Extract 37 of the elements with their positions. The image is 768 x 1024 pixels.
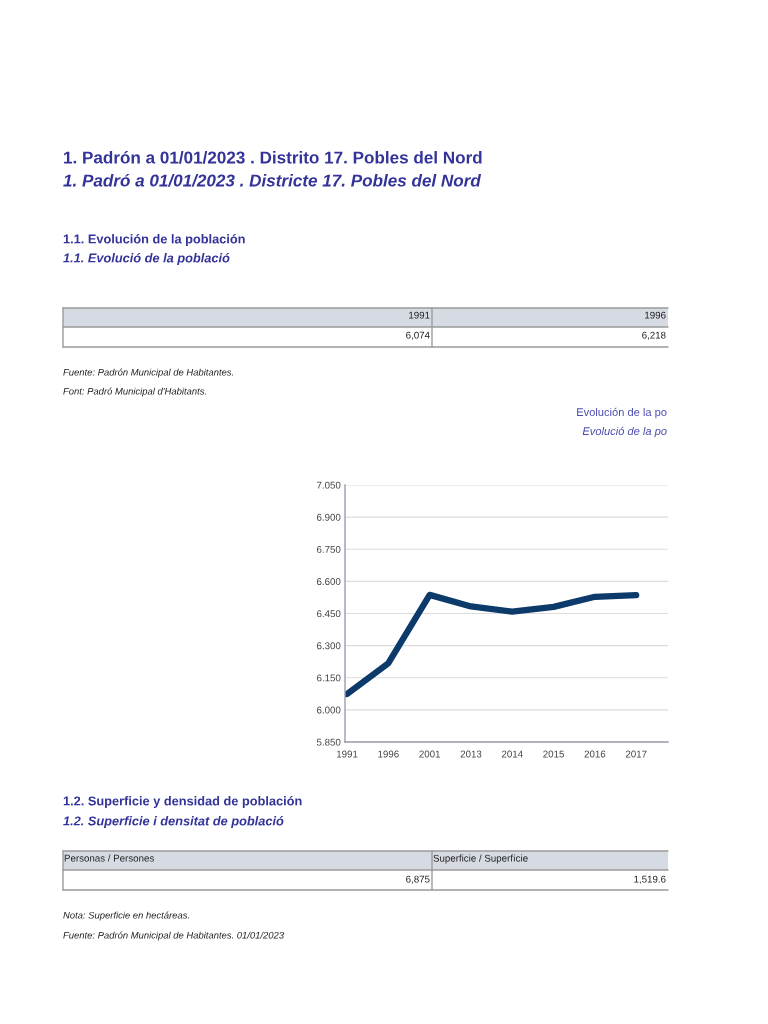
y-tick-label: 6.600: [317, 578, 341, 585]
y-tick-label: 5.850: [316, 738, 341, 746]
y-tick-label: 6.450: [317, 610, 341, 618]
text: 1.2. Superficie i densitat de població: [63, 815, 284, 829]
x-tick-label: 1991: [336, 750, 358, 758]
source-note: Fuente: Padrón Municipal de Habitantes. 01/01/2023: [63, 931, 284, 941]
x-tick-label: 2013: [460, 750, 482, 758]
text: Font: Padró Municipal d'Habitants.: [63, 387, 206, 397]
text: 1.2. Superficie y densidad de población: [63, 795, 302, 809]
text: Superficie / Superfície: [433, 854, 528, 864]
x-tick-label: 2017: [625, 750, 647, 758]
text: Personas / Persones: [64, 854, 154, 862]
x-tick-label: 2001: [419, 750, 441, 758]
chart-subtitle: Evolució de la po: [582, 426, 667, 438]
text: 1. Padró a 01/01/2023 . Districte 17. Pobles del Nord: [63, 173, 482, 187]
text: 1.1. Evolución de la población: [63, 233, 245, 247]
text: 6,074: [406, 331, 430, 340]
x-tick-label: 2014: [501, 750, 523, 758]
text: 1.1. Evolució de la població: [63, 252, 230, 266]
chart-title: Evolución de la po: [577, 407, 667, 419]
text: 1,519.6: [634, 875, 666, 884]
text: 6,875: [406, 875, 430, 884]
x-tick-label: 1996: [378, 750, 399, 758]
text: 6,218: [642, 331, 666, 340]
y-tick-label: 6.300: [317, 642, 341, 650]
text: 1991: [409, 311, 430, 319]
text: Nota: Superficie en hectáreas.: [63, 911, 189, 921]
y-tick-label: 7.050: [317, 481, 341, 489]
x-tick-label: 2015: [543, 750, 564, 758]
text: 1996: [645, 311, 666, 319]
y-tick-label: 6.000: [317, 706, 341, 714]
y-tick-label: 6.900: [317, 513, 341, 521]
y-tick-label: 6.750: [317, 545, 341, 553]
text: 1. Padrón a 01/01/2023 . Distrito 17. Pobles del Nord: [64, 150, 482, 164]
source-note: Fuente: Padrón Municipal de Habitantes.: [63, 368, 233, 378]
x-tick-label: 2016: [584, 750, 606, 758]
y-tick-label: 6.150: [317, 674, 341, 682]
